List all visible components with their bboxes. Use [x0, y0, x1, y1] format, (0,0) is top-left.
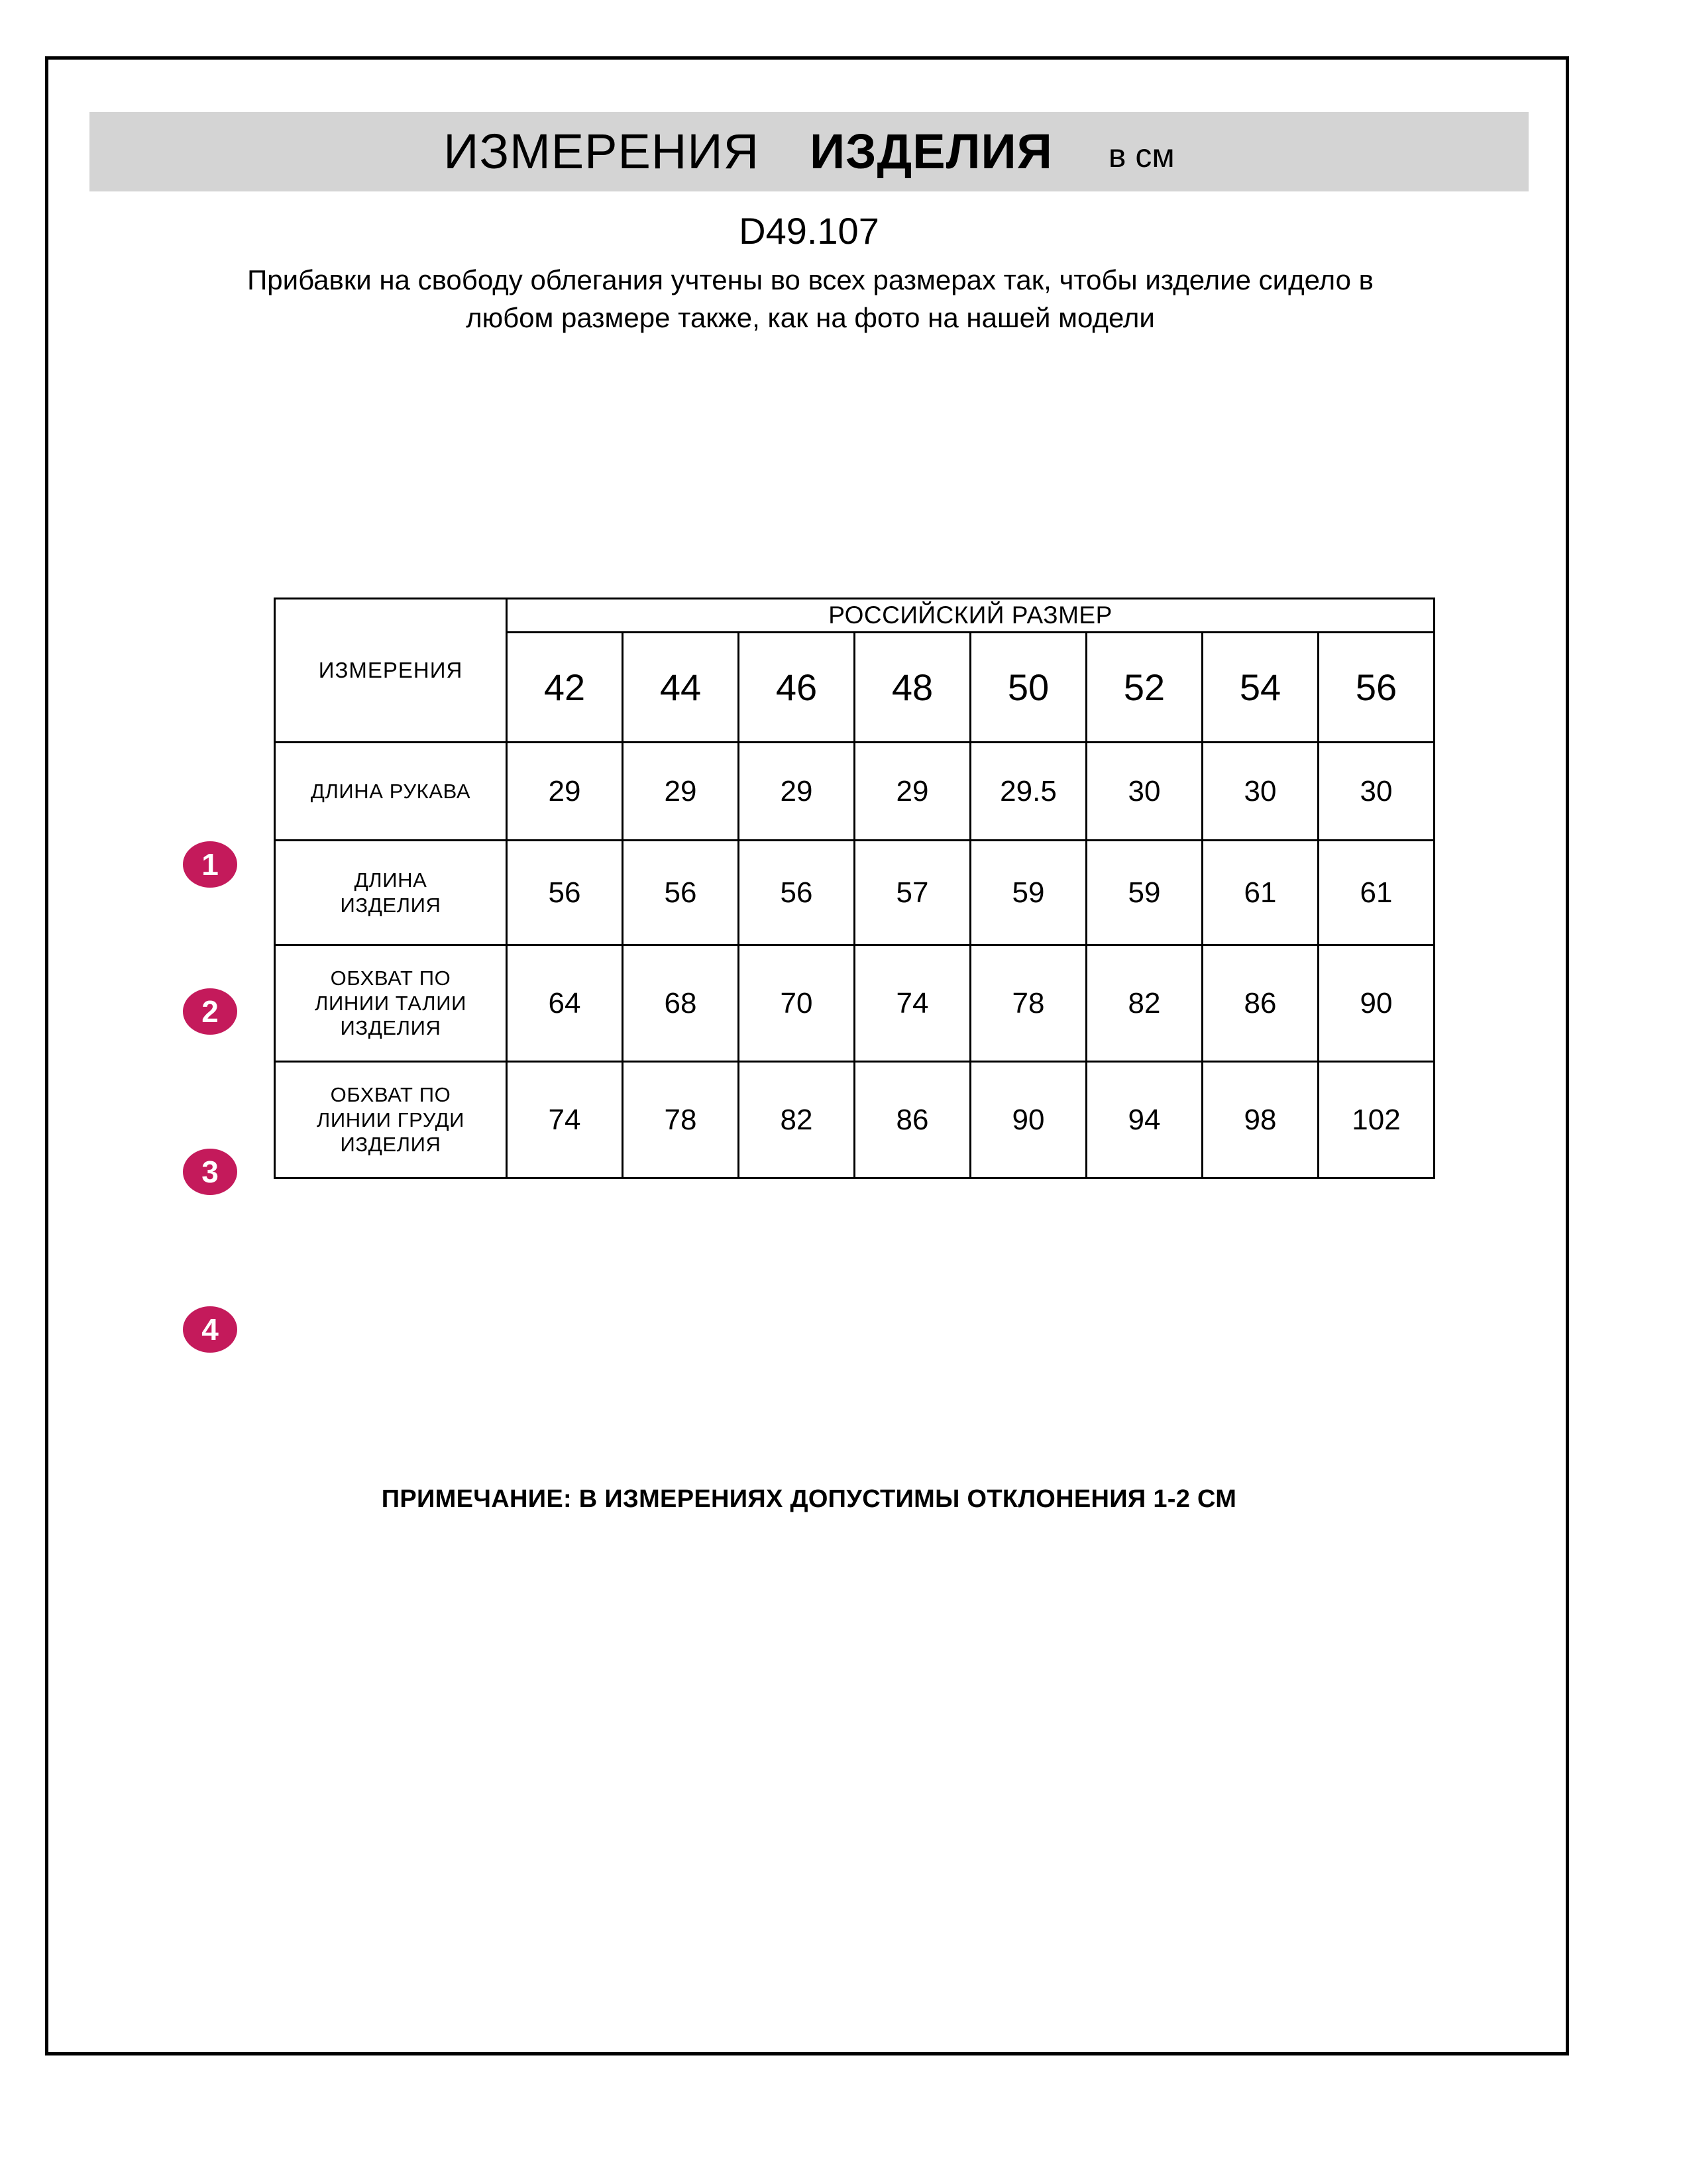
- table-row: ДЛИНА ИЗДЕЛИЯ 56 56 56 57 59 59 61 61: [274, 839, 1436, 946]
- size-chart-table: ИЗМЕРЕНИЯ РОССИЙСКИЙ РАЗМЕР 42 44 46 48 …: [274, 598, 1436, 1179]
- value-sleeve-44: 29: [622, 741, 739, 841]
- value-sleeve-48: 29: [853, 741, 971, 841]
- value-chest-42: 74: [506, 1061, 624, 1179]
- fit-description: Прибавки на свободу облегания учтены во …: [247, 264, 1374, 333]
- label-line: ИЗДЕЛИЯ: [340, 893, 441, 917]
- size-header-44: 44: [622, 631, 739, 743]
- value-length-48: 57: [853, 839, 971, 946]
- tolerance-note: ПРИМЕЧАНИЕ: В ИЗМЕРЕНИЯХ ДОПУСТИМЫ ОТКЛО…: [381, 1485, 1237, 1513]
- value-sleeve-52: 30: [1085, 741, 1203, 841]
- value-sleeve-42: 29: [506, 741, 624, 841]
- value-waist-46: 70: [737, 944, 855, 1063]
- value-sleeve-56: 30: [1317, 741, 1436, 841]
- row-badge-2: 2: [183, 988, 237, 1035]
- size-header-46: 46: [737, 631, 855, 743]
- label-line: ЛИНИИ ГРУДИ: [316, 1108, 465, 1131]
- value-sleeve-46: 29: [737, 741, 855, 841]
- size-header-52: 52: [1085, 631, 1203, 743]
- value-chest-48: 86: [853, 1061, 971, 1179]
- value-chest-54: 98: [1201, 1061, 1319, 1179]
- measure-label-waist-circumference: ОБХВАТ ПО ЛИНИИ ТАЛИИ ИЗДЕЛИЯ: [274, 944, 508, 1063]
- table-size-header-row: 42 44 46 48 50 52 54 56: [275, 631, 1436, 743]
- value-length-44: 56: [622, 839, 739, 946]
- page-frame: ИЗМЕРЕНИЯ ИЗДЕЛИЯ в см D49.107 Прибавки …: [45, 56, 1569, 2055]
- value-waist-50: 78: [969, 944, 1087, 1063]
- value-length-52: 59: [1085, 839, 1203, 946]
- measure-label-chest-circumference: ОБХВАТ ПО ЛИНИИ ГРУДИ ИЗДЕЛИЯ: [274, 1061, 508, 1179]
- measure-column-header: ИЗМЕРЕНИЯ: [274, 598, 508, 743]
- label-line: ИЗДЕЛИЯ: [340, 1133, 441, 1157]
- size-header-50: 50: [969, 631, 1087, 743]
- value-sleeve-54: 30: [1201, 741, 1319, 841]
- table-row: ОБХВАТ ПО ЛИНИИ ГРУДИ ИЗДЕЛИЯ 74 78 82 8…: [274, 1061, 1436, 1179]
- value-waist-52: 82: [1085, 944, 1203, 1063]
- value-waist-44: 68: [622, 944, 739, 1063]
- page-title-product: ИЗДЕЛИЯ: [809, 124, 1053, 179]
- value-waist-42: 64: [506, 944, 624, 1063]
- row-badge-1: 1: [183, 841, 237, 888]
- table-row: ДЛИНА РУКАВА 29 29 29 29 29.5 30 30 30: [274, 741, 1436, 841]
- size-header-42: 42: [506, 631, 624, 743]
- label-line: ЛИНИИ ТАЛИИ: [315, 991, 466, 1015]
- value-chest-50: 90: [969, 1061, 1087, 1179]
- units-label: в см: [1108, 137, 1175, 174]
- measure-label-sleeve-length: ДЛИНА РУКАВА: [274, 741, 508, 841]
- label-line: ДЛИНА: [354, 868, 427, 892]
- size-header-48: 48: [853, 631, 971, 743]
- value-length-56: 61: [1317, 839, 1436, 946]
- value-waist-48: 74: [853, 944, 971, 1063]
- value-chest-44: 78: [622, 1061, 739, 1179]
- value-length-42: 56: [506, 839, 624, 946]
- size-header-56: 56: [1317, 631, 1436, 743]
- page-header-band: ИЗМЕРЕНИЯ ИЗДЕЛИЯ в см: [89, 112, 1529, 191]
- measure-label-product-length: ДЛИНА ИЗДЕЛИЯ: [274, 839, 508, 946]
- value-length-54: 61: [1201, 839, 1319, 946]
- model-code: D49.107: [739, 210, 879, 252]
- value-length-46: 56: [737, 839, 855, 946]
- size-header-54: 54: [1201, 631, 1319, 743]
- value-chest-52: 94: [1085, 1061, 1203, 1179]
- value-chest-46: 82: [737, 1061, 855, 1179]
- value-length-50: 59: [969, 839, 1087, 946]
- table-group-header-row: ИЗМЕРЕНИЯ РОССИЙСКИЙ РАЗМЕР: [274, 598, 1436, 743]
- page-title-measurements: ИЗМЕРЕНИЯ: [443, 124, 759, 179]
- value-waist-56: 90: [1317, 944, 1436, 1063]
- label-line: ИЗДЕЛИЯ: [340, 1016, 441, 1040]
- label-line: ОБХВАТ ПО: [330, 966, 451, 990]
- label-line: ОБХВАТ ПО: [330, 1082, 451, 1106]
- row-badge-3: 3: [183, 1149, 237, 1195]
- russian-size-group-header: РОССИЙСКИЙ РАЗМЕР: [505, 598, 1436, 633]
- value-waist-54: 86: [1201, 944, 1319, 1063]
- row-badge-4: 4: [183, 1306, 237, 1353]
- value-sleeve-50: 29.5: [969, 741, 1087, 841]
- value-chest-56: 102: [1317, 1061, 1436, 1179]
- table-row: ОБХВАТ ПО ЛИНИИ ТАЛИИ ИЗДЕЛИЯ 64 68 70 7…: [274, 944, 1436, 1063]
